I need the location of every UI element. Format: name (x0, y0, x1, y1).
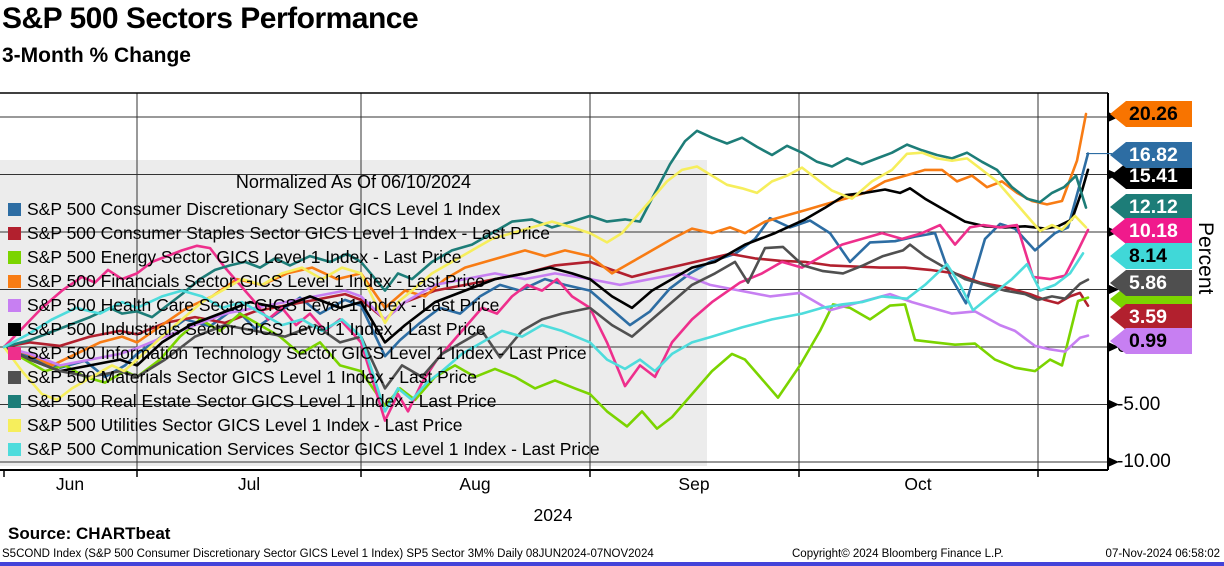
legend-item-label: S&P 500 Real Estate Sector GICS Level 1 … (27, 390, 497, 411)
legend-item-health-care: S&P 500 Health Care Sector GICS Level 1 … (8, 293, 499, 317)
bottom-panel-bar (0, 562, 1224, 566)
footer-ticker-info: S5COND Index (S&P 500 Consumer Discretio… (2, 548, 654, 560)
legend-normalized-note: Normalized As Of 06/10/2024 (235, 172, 472, 192)
legend-item-communication-services: S&P 500 Communication Services Sector GI… (8, 437, 600, 461)
legend-item-label: S&P 500 Materials Sector GICS Level 1 In… (27, 366, 478, 387)
value-label-consumer-discretionary: 16.82 (1110, 142, 1192, 168)
legend-item-information-technology: S&P 500 Information Technology Sector GI… (8, 341, 587, 365)
x-axis-month-sep: Sep (678, 474, 710, 494)
legend-item-consumer-staples: S&P 500 Consumer Staples Sector GICS Lev… (8, 221, 550, 245)
value-label-consumer-staples: 3.59 (1110, 304, 1192, 330)
x-axis-month-oct: Oct (904, 474, 932, 494)
legend-swatch (8, 226, 21, 240)
legend-item-financials: S&P 500 Financials Sector GICS Level 1 I… (8, 269, 485, 293)
series-line-communication-services (2, 252, 1085, 413)
value-label-materials: 5.86 (1110, 270, 1192, 296)
x-axis-month-aug: Aug (459, 474, 491, 494)
legend-swatch (8, 418, 21, 432)
y-axis-tick-arrow (1108, 457, 1119, 467)
legend-item-real-estate: S&P 500 Real Estate Sector GICS Level 1 … (8, 389, 497, 413)
legend-item-label: S&P 500 Financials Sector GICS Level 1 I… (27, 270, 485, 291)
legend-swatch (8, 250, 21, 264)
legend-swatch (8, 442, 21, 456)
source-text: Source: CHARTbeat (8, 524, 171, 543)
y-axis-tick-neg5: -5.00 (1117, 394, 1161, 415)
y-axis-tick-arrow (1108, 342, 1119, 352)
legend-item-label: S&P 500 Energy Sector GICS Level 1 Index… (27, 246, 462, 267)
x-axis-month-jul: Jul (237, 474, 261, 494)
legend-item-label: S&P 500 Consumer Discretionary Sector GI… (27, 198, 501, 219)
x-axis-month-jun: Jun (55, 474, 85, 494)
legend-swatch (8, 202, 21, 216)
value-label-real-estate: 12.12 (1110, 194, 1192, 220)
legend-item-label: S&P 500 Health Care Sector GICS Level 1 … (27, 294, 500, 315)
footer-datetime: 07-Nov-2024 06:58:02 (1105, 548, 1220, 560)
legend-item-consumer-discretionary: S&P 500 Consumer Discretionary Sector GI… (8, 197, 500, 221)
series-line-real-estate (2, 129, 1088, 349)
legend-item-energy: S&P 500 Energy Sector GICS Level 1 Index… (8, 245, 461, 269)
x-axis-year: 2024 (533, 505, 573, 525)
legend-swatch (8, 394, 21, 408)
value-label-communication-services: 8.14 (1110, 243, 1192, 269)
series-line-utilities (2, 151, 1088, 402)
series-line-information-technology (2, 223, 1090, 422)
legend-item-label: S&P 500 Industrials Sector GICS Level 1 … (27, 318, 486, 339)
value-label-financials: 20.26 (1110, 101, 1192, 127)
page-title: S&P 500 Sectors Performance (2, 2, 419, 35)
legend-item-materials: S&P 500 Materials Sector GICS Level 1 In… (8, 365, 477, 389)
legend-item-label: S&P 500 Information Technology Sector GI… (27, 342, 587, 363)
legend-item-label: S&P 500 Utilities Sector GICS Level 1 In… (27, 414, 463, 435)
legend-swatch (8, 274, 21, 288)
legend-swatch (8, 346, 21, 360)
legend: Normalized As Of 06/10/2024 S&P 500 Cons… (0, 160, 707, 466)
legend-item-label: S&P 500 Consumer Staples Sector GICS Lev… (27, 222, 550, 243)
y-axis-tick-neg10: -10.00 (1117, 451, 1171, 472)
value-label-industrials: 15.41 (1110, 163, 1192, 189)
legend-item-utilities: S&P 500 Utilities Sector GICS Level 1 In… (8, 413, 462, 437)
y-axis-tick-arrow (1108, 399, 1119, 410)
series-line-industrials (2, 168, 1090, 373)
legend-item-label: S&P 500 Communication Services Sector GI… (27, 438, 600, 459)
legend-swatch (8, 298, 21, 312)
footer-copyright: Copyright© 2024 Bloomberg Finance L.P. (792, 548, 1004, 560)
page-subtitle: 3-Month % Change (2, 44, 191, 67)
legend-swatch (8, 322, 21, 336)
legend-swatch (8, 370, 21, 384)
y-axis-title: Percent (1194, 222, 1217, 295)
value-label-health-care: 0.99 (1110, 328, 1192, 354)
value-label-information-technology: 10.18 (1110, 218, 1192, 244)
legend-item-industrials: S&P 500 Industrials Sector GICS Level 1 … (8, 317, 486, 341)
y-axis-tick-arrow (1108, 284, 1119, 295)
